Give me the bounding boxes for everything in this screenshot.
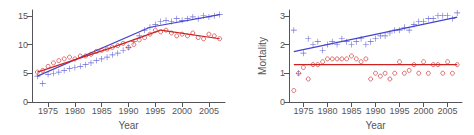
svg-text:10: 10 bbox=[18, 40, 28, 50]
svg-text:1980: 1980 bbox=[317, 106, 337, 116]
svg-text:1975: 1975 bbox=[38, 106, 58, 116]
svg-text:1995: 1995 bbox=[390, 106, 410, 116]
svg-text:1985: 1985 bbox=[341, 106, 361, 116]
svg-text:Year: Year bbox=[118, 120, 139, 131]
svg-text:3: 3 bbox=[280, 11, 285, 21]
svg-text:1975: 1975 bbox=[293, 106, 313, 116]
svg-text:2000: 2000 bbox=[172, 106, 192, 116]
svg-text:1995: 1995 bbox=[145, 106, 165, 116]
svg-text:1980: 1980 bbox=[65, 106, 85, 116]
svg-text:2: 2 bbox=[280, 40, 285, 50]
svg-text:0: 0 bbox=[280, 97, 285, 107]
svg-text:2005: 2005 bbox=[199, 106, 219, 116]
svg-text:2000: 2000 bbox=[414, 106, 434, 116]
svg-text:2005: 2005 bbox=[438, 106, 458, 116]
svg-text:1: 1 bbox=[280, 68, 285, 78]
svg-text:5: 5 bbox=[23, 68, 28, 78]
svg-text:1990: 1990 bbox=[118, 106, 138, 116]
svg-text:0: 0 bbox=[23, 97, 28, 107]
svg-text:Mortality: Mortality bbox=[257, 37, 268, 75]
svg-text:1990: 1990 bbox=[365, 106, 385, 116]
svg-text:15: 15 bbox=[18, 11, 28, 21]
svg-text:Year: Year bbox=[365, 120, 386, 131]
svg-text:1985: 1985 bbox=[92, 106, 112, 116]
